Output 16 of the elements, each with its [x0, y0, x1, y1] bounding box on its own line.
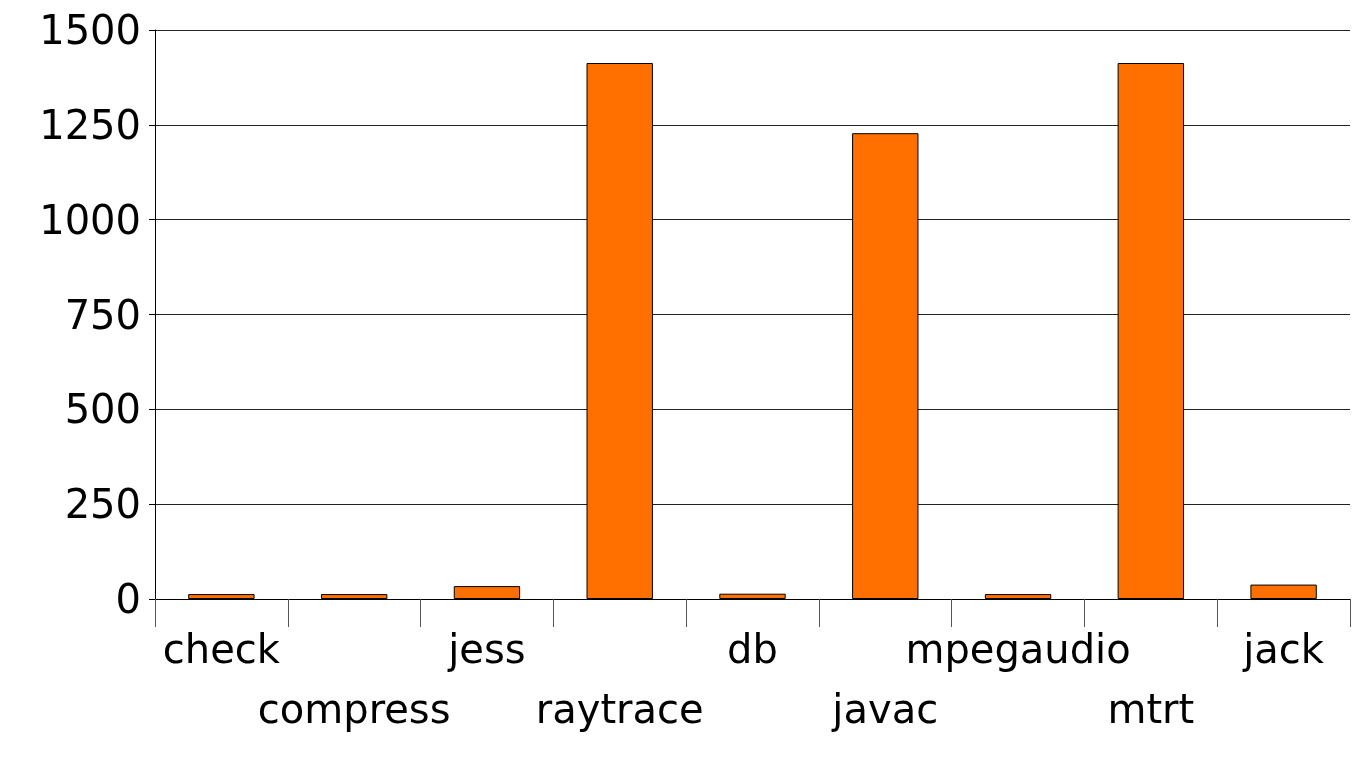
x-tick-label: check	[162, 626, 281, 672]
y-tick-label: 1500	[39, 7, 141, 53]
x-tick-label: db	[727, 626, 778, 672]
x-tick-label: mpegaudio	[905, 626, 1131, 672]
y-tick-label: 1250	[39, 101, 141, 148]
y-tick-label: 500	[64, 386, 141, 433]
x-tick-label: mtrt	[1107, 686, 1195, 732]
y-tick-label: 1000	[39, 196, 141, 243]
x-tick-label: jess	[447, 626, 526, 672]
y-tick-label: 250	[64, 481, 141, 528]
x-tick-label: compress	[257, 686, 451, 732]
x-tick-label: raytrace	[535, 686, 704, 732]
x-tick-label: jack	[1242, 626, 1325, 672]
x-tick-label: javac	[831, 686, 939, 732]
y-tick-label: 750	[64, 291, 141, 338]
y-tick-label: 0	[115, 576, 141, 622]
